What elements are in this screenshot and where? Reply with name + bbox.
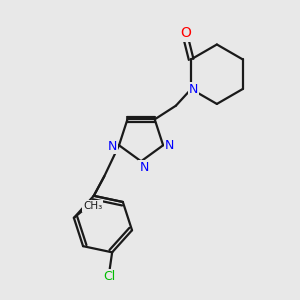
- Text: N: N: [165, 139, 174, 152]
- Text: CH₃: CH₃: [83, 201, 103, 211]
- Text: N: N: [108, 140, 117, 153]
- Text: O: O: [180, 26, 191, 40]
- Text: Cl: Cl: [103, 270, 116, 283]
- Text: N: N: [140, 161, 149, 174]
- Text: N: N: [189, 83, 198, 96]
